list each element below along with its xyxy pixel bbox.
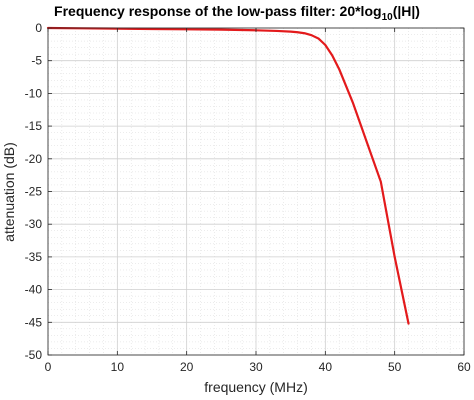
- y-tick-label: -30: [25, 217, 43, 231]
- ticks-layer: [47, 27, 465, 356]
- y-axis-label: attenuation (dB): [1, 142, 17, 242]
- x-tick-label: 40: [319, 360, 333, 374]
- y-tick-label: -25: [25, 185, 43, 199]
- y-tick-label: -35: [25, 250, 43, 264]
- y-tick-label: -20: [25, 152, 43, 166]
- x-tick-label: 20: [180, 360, 194, 374]
- x-tick-label: 50: [388, 360, 402, 374]
- series-line: [46, 26, 410, 325]
- x-tick-label: 30: [249, 360, 263, 374]
- series-layer: [46, 26, 410, 325]
- y-tick-label: -45: [25, 315, 43, 329]
- y-tick-label: 0: [35, 21, 42, 35]
- chart-title: Frequency response of the low-pass filte…: [54, 3, 420, 23]
- chart-title-suffix: (|H|): [393, 3, 420, 19]
- x-axis-label: frequency (MHz): [204, 379, 307, 395]
- x-tick-label: 10: [111, 360, 125, 374]
- x-tick-label: 60: [457, 360, 471, 374]
- chart-title-subscript: 10: [382, 12, 394, 23]
- y-tick-label: -40: [25, 283, 43, 297]
- y-tick-label: -15: [25, 119, 43, 133]
- y-tick-labels: 0 -5 -10 -15 -20 -25 -30 -35 -40 -45 -50: [25, 21, 43, 362]
- y-tick-label: -10: [25, 86, 43, 100]
- y-tick-label: -50: [25, 348, 43, 362]
- x-tick-label: 0: [45, 360, 52, 374]
- chart-title-main: Frequency response of the low-pass filte…: [54, 3, 382, 19]
- x-tick-labels: 0 10 20 30 40 50 60: [45, 360, 471, 374]
- y-tick-label: -5: [31, 54, 42, 68]
